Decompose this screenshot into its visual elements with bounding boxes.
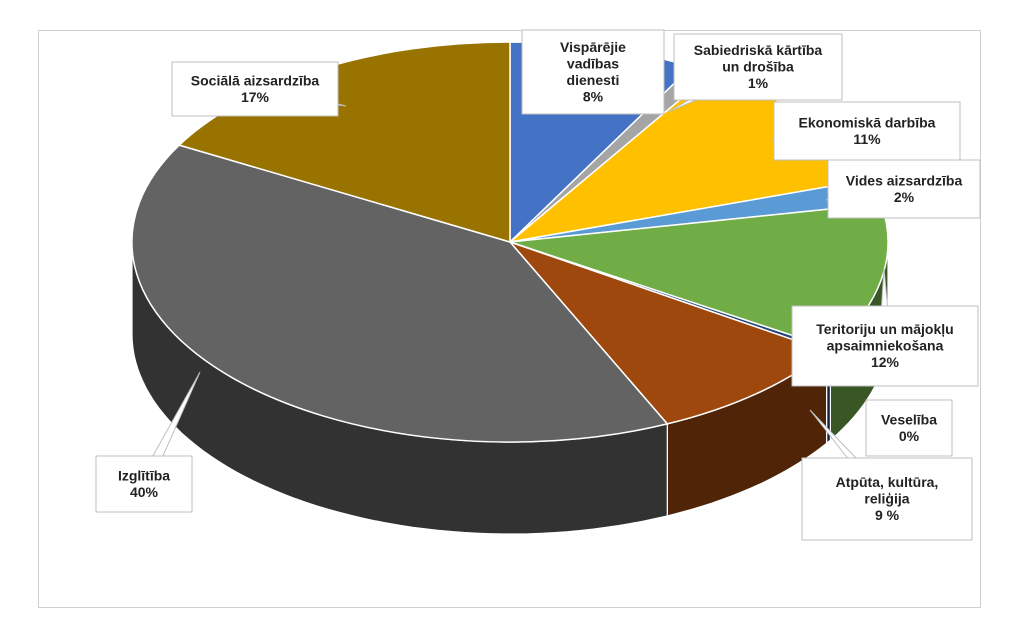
- data-label-category: Izglītība: [118, 467, 170, 483]
- data-label-category: Veselība: [881, 411, 937, 427]
- data-label-percent: 1%: [748, 75, 769, 91]
- data-label-percent: 9 %: [875, 507, 900, 523]
- data-label-percent: 11%: [853, 131, 881, 147]
- data-label-category: vadības: [567, 55, 619, 71]
- data-label-category: dienesti: [567, 72, 620, 88]
- data-label-percent: 12%: [871, 354, 900, 370]
- pie-slice-izgl-t-ba: [131, 144, 669, 443]
- data-label-category: Vides aizsardzība: [846, 172, 963, 188]
- data-label-category: Sociālā aizsardzība: [191, 72, 320, 88]
- data-label-percent: 0%: [899, 428, 920, 444]
- data-label-percent: 17%: [241, 89, 270, 105]
- data-label-category: Sabiedriskā kārtība: [694, 42, 823, 58]
- data-label-category: apsaimniekošana: [827, 338, 944, 354]
- data-label-percent: 2%: [894, 189, 915, 205]
- data-label-percent: 8%: [583, 88, 604, 104]
- data-label-category: Ekonomiskā darbība: [799, 114, 936, 130]
- data-label-category: Teritoriju un mājokļu: [816, 321, 953, 337]
- data-label-category: reliģija: [864, 491, 909, 507]
- data-label-category: Vispārējie: [560, 39, 626, 55]
- data-label-percent: 40%: [130, 484, 159, 500]
- data-label-category: Atpūta, kultūra,: [836, 474, 939, 490]
- data-label-category: un drošība: [722, 59, 794, 75]
